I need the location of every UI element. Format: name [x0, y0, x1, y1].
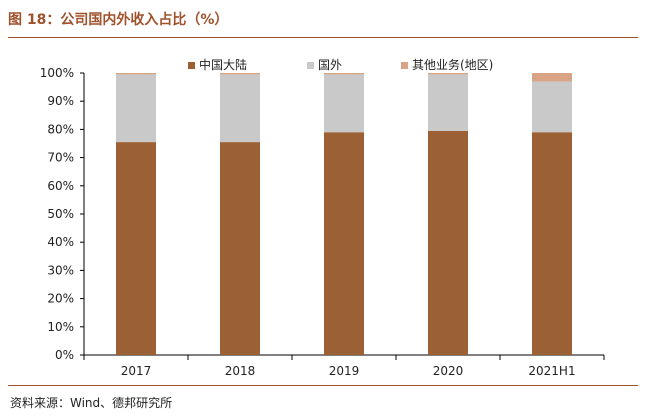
bar-segment-2-2018	[220, 74, 260, 143]
y-tick-label: 80%	[47, 122, 74, 136]
x-tick-label: 2020	[433, 364, 464, 378]
legend-swatch-1	[188, 62, 195, 69]
legend-label-3: 其他业务(地区)	[412, 57, 493, 72]
x-tick-label: 2021H1	[528, 364, 575, 378]
bar-segment-2-2020	[428, 74, 468, 131]
bar-segment-2-2017	[116, 74, 156, 143]
bar-segment-1-2020	[428, 130, 468, 355]
y-tick-label: 20%	[47, 292, 74, 306]
legend-swatch-2	[307, 62, 314, 69]
bar-segment-3-2020	[428, 73, 468, 75]
bottom-rule	[8, 385, 638, 386]
y-tick-label: 50%	[47, 207, 74, 221]
y-tick-label: 100%	[40, 66, 74, 80]
x-tick-label: 2019	[329, 364, 360, 378]
y-tick-label: 70%	[47, 151, 74, 165]
bar-segment-3-2021H1	[532, 73, 572, 82]
y-tick-label: 0%	[55, 348, 74, 362]
legend-label-2: 国外	[318, 58, 342, 72]
bar-segment-1-2017	[116, 142, 156, 355]
legend-label-1: 中国大陆	[199, 57, 247, 72]
x-tick-label: 2017	[121, 364, 152, 378]
bar-segment-2-2021H1	[532, 81, 572, 133]
bar-segment-3-2018	[220, 73, 260, 75]
top-rule	[8, 37, 638, 38]
stacked-bar-chart: 0% 10% 20% 30% 40% 50% 60% 70% 80% 90% 100% 2017 201…	[40, 57, 605, 378]
bar-segment-1-2018	[220, 142, 260, 355]
source-note: 资料来源：Wind、德邦研究所	[10, 396, 173, 410]
legend-swatch-3	[401, 62, 408, 69]
y-tick-label: 60%	[47, 179, 74, 193]
y-tick-label: 90%	[47, 94, 74, 108]
bar-segment-1-2019	[324, 132, 364, 355]
bar-segment-2-2019	[324, 74, 364, 133]
figure-title: 图 18：公司国内外收入占比（%）	[8, 12, 229, 28]
y-tick-label: 40%	[47, 235, 74, 249]
bar-segment-3-2019	[324, 73, 364, 75]
y-tick-label: 10%	[47, 320, 74, 334]
bar-segment-3-2017	[116, 73, 156, 75]
y-tick-label: 30%	[47, 263, 74, 277]
bar-segment-1-2021H1	[532, 132, 572, 355]
x-tick-label: 2018	[225, 364, 256, 378]
